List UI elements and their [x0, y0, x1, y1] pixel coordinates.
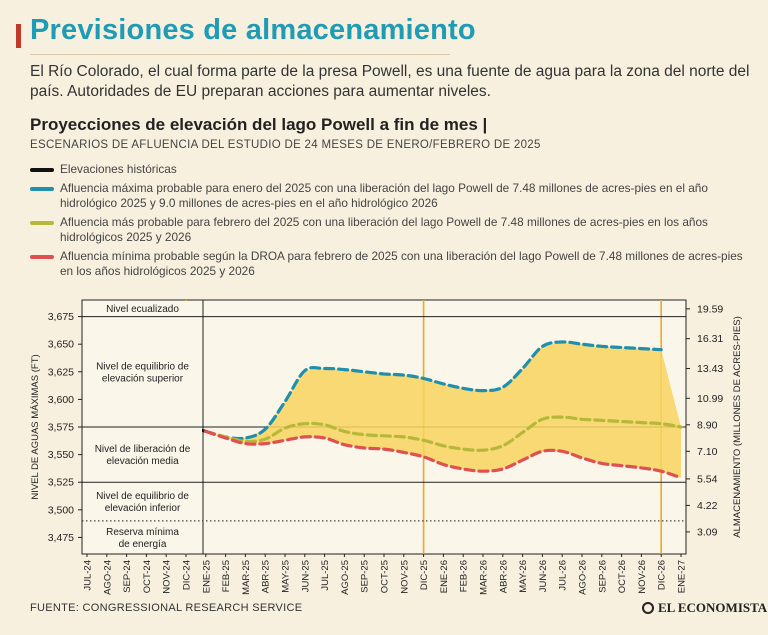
title-accent-bar	[16, 24, 21, 48]
x-tick-label: NOV-25	[399, 560, 410, 594]
x-tick-label: FEB-26	[459, 560, 470, 592]
brand-name: EL ECONOMISTA	[658, 600, 768, 615]
zone-label-line: Nivel de equilibrio de	[96, 361, 189, 372]
brand-mark-icon	[642, 602, 654, 614]
series-max-probable	[204, 340, 663, 441]
y2-tick-label: 16.31	[697, 333, 723, 345]
x-tick-label: JUN-26	[538, 560, 549, 592]
x-tick-label: OCT-24	[142, 560, 153, 593]
zone-label-line: elevación superior	[102, 373, 184, 384]
x-tick-label: ABR-26	[498, 560, 509, 593]
legend-swatch-most-probable	[30, 221, 54, 225]
x-tick-label: ENE-27	[677, 560, 688, 593]
x-tick-label: SEP-25	[360, 560, 371, 593]
legend-item-historical: Elevaciones históricas	[30, 162, 750, 177]
zone-label-line: elevación inferior	[105, 503, 181, 514]
legend-label: Afluencia más probable para febrero del …	[60, 215, 708, 244]
x-tick-label: JUL-26	[558, 560, 569, 591]
x-tick-label: ENE-26	[439, 560, 450, 593]
y-tick-label: 3,575	[48, 422, 74, 434]
x-tick-label: FEB-25	[221, 560, 232, 592]
description: El Río Colorado, el cual forma parte de …	[30, 63, 750, 100]
y-tick-label: 3,600	[48, 394, 74, 406]
y-axis-title: NIVEL DE AGUAS MÁXIMAS (FT)	[30, 354, 41, 499]
x-tick-label: DIC-24	[182, 560, 193, 590]
x-tick-label: DIC-26	[657, 560, 668, 590]
legend-label: Afluencia mínima probable según la DROA …	[60, 249, 743, 278]
zone-label: Reserva mínima de energía	[106, 527, 179, 550]
y2-tick-label: 7.10	[697, 446, 718, 458]
y-tick-label: 3,500	[48, 504, 74, 516]
y-tick-label: 3,675	[48, 311, 74, 323]
x-tick-label: MAY-25	[281, 560, 292, 593]
y2-tick-label: 10.99	[697, 393, 723, 405]
y2-axis-title: ALMACENAMIENTO (MILLONES DE ACRES-PIES)	[732, 316, 743, 538]
legend-swatch-max	[30, 187, 54, 191]
x-tick-label: JUN-25	[300, 560, 311, 592]
x-tick-label: MAR-25	[241, 560, 252, 595]
y2-tick-label: 3.09	[697, 526, 718, 538]
legend-item-most-probable: Afluencia más probable para febrero del …	[30, 215, 750, 245]
title-divider	[30, 54, 450, 55]
x-tick-label: SEP-26	[597, 560, 608, 593]
x-tick-label: JUL-25	[320, 560, 331, 591]
y2-tick-label: 19.59	[697, 303, 723, 315]
y-tick-label: 3,625	[48, 366, 74, 378]
legend-label: Elevaciones históricas	[60, 162, 177, 176]
zone-label: Nivel ecualizado	[106, 304, 179, 315]
x-tick-label: JUL-24	[83, 560, 94, 591]
chart-title: Proyecciones de elevación del lago Powel…	[30, 115, 488, 134]
y2-tick-label: 5.54	[697, 473, 718, 485]
x-tick-label: AGO-24	[102, 560, 113, 595]
x-tick-label: NOV-26	[637, 560, 648, 594]
x-tick-label: AGO-26	[578, 560, 589, 595]
x-tick-label: NOV-24	[162, 560, 173, 594]
brand-logo: EL ECONOMISTA	[642, 600, 767, 616]
legend: Elevaciones históricas Afluencia máxima …	[30, 162, 750, 283]
zone-label: Nivel de equilibrio de elevación superior	[96, 361, 189, 384]
legend-swatch-historical	[30, 168, 54, 172]
y-tick-label: 3,525	[48, 477, 74, 489]
x-tick-label: ABR-25	[261, 560, 272, 593]
zone-label: Nivel de equilibrio de elevación inferior	[96, 491, 189, 514]
zone-label-line: Nivel de equilibrio de	[96, 491, 189, 502]
chart-subtitle: ESCENARIOS DE AFLUENCIA DEL ESTUDIO DE 2…	[30, 139, 541, 151]
page-title: Previsiones de almacenamiento	[30, 14, 476, 46]
zone-label-line: Reserva mínima	[106, 527, 179, 538]
x-tick-label: AGO-25	[340, 560, 351, 595]
y-tick-label: 3,475	[48, 532, 74, 544]
x-tick-label: ENE-25	[201, 560, 212, 593]
legend-item-min: Afluencia mínima probable según la DROA …	[30, 249, 750, 279]
legend-item-max: Afluencia máxima probable para enero del…	[30, 181, 750, 211]
y2-tick-label: 4.22	[697, 500, 718, 512]
zone-label-line: Nivel ecualizado	[106, 304, 179, 315]
series-most-probable	[204, 415, 683, 452]
series-min-probable	[204, 429, 683, 480]
y2-tick-label: 13.43	[697, 363, 723, 375]
x-tick-label: DIC-25	[419, 560, 430, 590]
x-tick-label: OCT-25	[380, 560, 391, 593]
y2-tick-label: 8.90	[697, 419, 718, 431]
zone-label-line: de energía	[119, 539, 167, 550]
x-tick-label: MAR-26	[479, 560, 490, 595]
x-tick-label: SEP-24	[122, 560, 133, 593]
x-tick-label: MAY-26	[518, 560, 529, 593]
source-note: FUENTE: CONGRESSIONAL RESEARCH SERVICE	[30, 602, 303, 614]
probability-band	[205, 341, 682, 478]
legend-label: Afluencia máxima probable para enero del…	[60, 181, 708, 210]
zone-label: Nivel de liberación de elevación media	[95, 444, 191, 467]
legend-swatch-min	[30, 255, 54, 259]
x-tick-label: OCT-26	[617, 560, 628, 593]
y-tick-label: 3,650	[48, 339, 74, 351]
zone-label-line: elevación media	[106, 456, 179, 467]
y-tick-label: 3,550	[48, 449, 74, 461]
zone-label-line: Nivel de liberación de	[95, 444, 191, 455]
